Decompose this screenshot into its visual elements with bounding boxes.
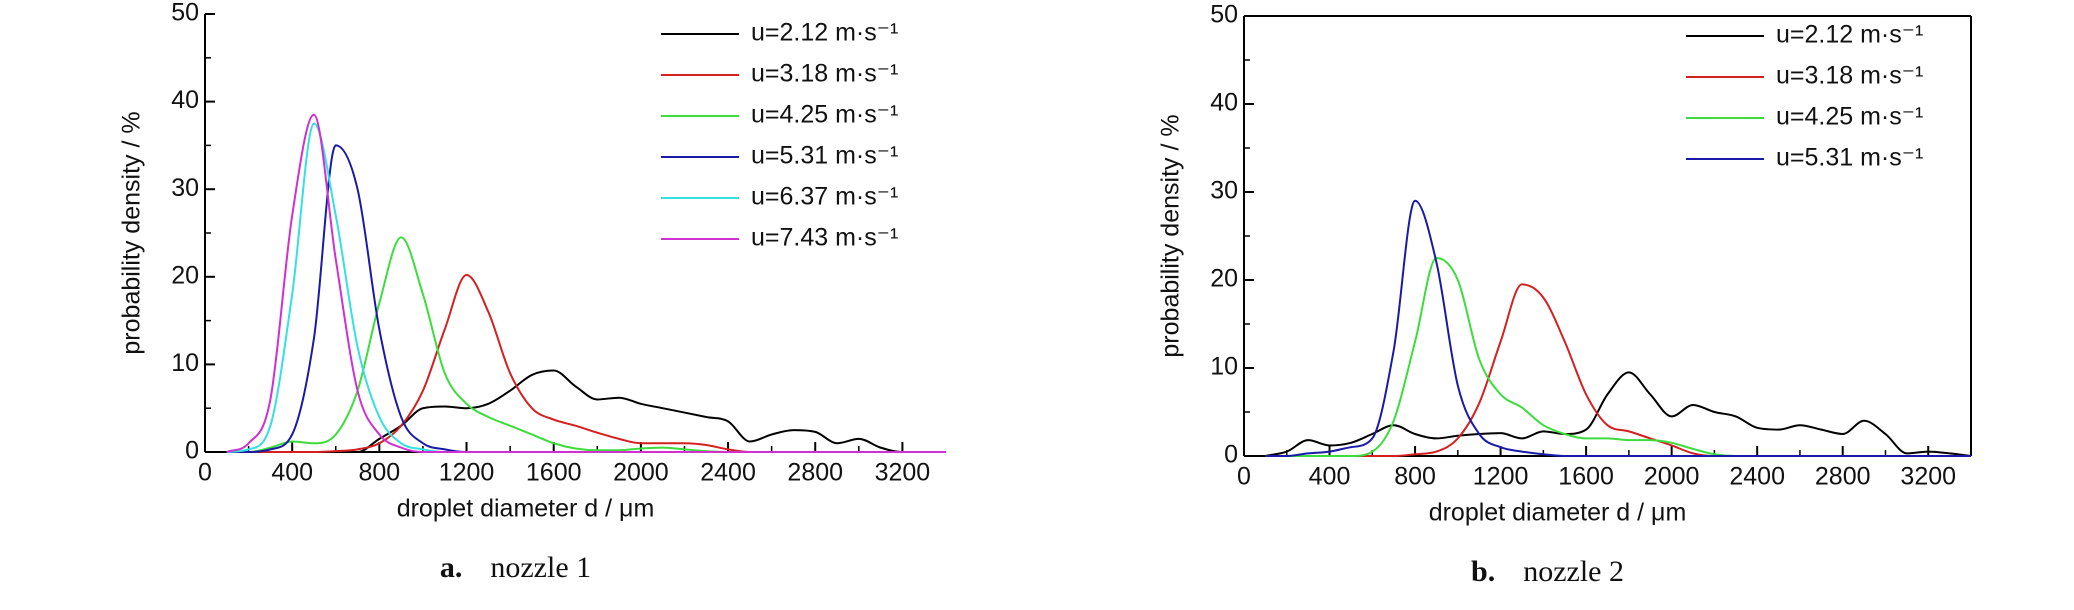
y-tick-label: 50 bbox=[171, 0, 199, 27]
y-tick-label: 40 bbox=[171, 86, 199, 114]
legend-label: u=2.12 m·s⁻¹ bbox=[1776, 21, 1923, 49]
x-tick-label: 3200 bbox=[1900, 463, 1956, 491]
y-axis-label: probability density / % bbox=[1157, 114, 1185, 357]
chart: 0 10 20 30 40 50 0 400 800 1200 1600 2000 2400 2800 32… bbox=[118, 0, 946, 584]
y-tick-label: 20 bbox=[171, 261, 199, 289]
x-tick-label: 2400 bbox=[700, 459, 756, 487]
legend-label: u=5.31 m·s⁻¹ bbox=[751, 142, 898, 170]
y-tick-label: 40 bbox=[1210, 89, 1238, 117]
x-tick-label: 1200 bbox=[1473, 463, 1529, 491]
legend-label: u=5.31 m·s⁻¹ bbox=[1776, 144, 1923, 172]
legend-label: u=4.25 m·s⁻¹ bbox=[1776, 103, 1923, 131]
caption: b. nozzle 2 bbox=[1471, 555, 1624, 588]
x-tick-label: 800 bbox=[1394, 463, 1436, 491]
series-line bbox=[226, 236, 946, 453]
caption-text: nozzle 1 bbox=[490, 551, 591, 584]
caption: a. nozzle 1 bbox=[440, 551, 591, 584]
x-tick-label: 2000 bbox=[613, 459, 669, 487]
series-line bbox=[1265, 256, 1971, 457]
x-tick-label: 1600 bbox=[526, 459, 582, 487]
y-tick-label: 0 bbox=[185, 437, 199, 465]
x-tick-label: 3200 bbox=[875, 459, 931, 487]
x-tick-label: 400 bbox=[1309, 463, 1351, 491]
y-tick-label: 30 bbox=[171, 174, 199, 202]
caption-label: b. bbox=[1471, 555, 1495, 588]
x-tick-label: 2800 bbox=[787, 459, 843, 487]
x-tick-label: 400 bbox=[271, 459, 313, 487]
x-tick-label: 0 bbox=[198, 459, 212, 487]
x-tick-label: 2400 bbox=[1729, 463, 1785, 491]
series-line bbox=[226, 122, 946, 453]
caption-text: nozzle 2 bbox=[1523, 555, 1624, 588]
series-line bbox=[226, 369, 946, 453]
legend-label: u=3.18 m·s⁻¹ bbox=[751, 60, 898, 88]
chart: 0 10 20 30 40 50 0 400 800 1200 1600 2000 2400 2800 32… bbox=[1157, 1, 1972, 588]
legend-label: u=6.37 m·s⁻¹ bbox=[751, 183, 898, 211]
y-tick-label: 20 bbox=[1210, 265, 1238, 293]
x-tick-label: 2000 bbox=[1644, 463, 1700, 491]
caption-label: a. bbox=[440, 551, 463, 584]
y-tick-label: 10 bbox=[171, 349, 199, 377]
y-tick-label: 10 bbox=[1210, 353, 1238, 381]
x-tick-label: 2800 bbox=[1815, 463, 1871, 491]
series-line bbox=[1265, 199, 1971, 457]
y-tick-label: 50 bbox=[1210, 1, 1238, 29]
y-tick-label: 0 bbox=[1224, 441, 1238, 469]
x-tick-label: 800 bbox=[358, 459, 400, 487]
x-axis-label: droplet diameter d / μm bbox=[397, 495, 655, 523]
legend-label: u=7.43 m·s⁻¹ bbox=[751, 224, 898, 252]
x-tick-label: 1200 bbox=[439, 459, 495, 487]
legend-label: u=3.18 m·s⁻¹ bbox=[1776, 62, 1923, 90]
y-axis-label: probability density / % bbox=[118, 111, 146, 354]
legend-label: u=4.25 m·s⁻¹ bbox=[751, 101, 898, 129]
legend-label: u=2.12 m·s⁻¹ bbox=[751, 19, 898, 47]
x-tick-label: 1600 bbox=[1558, 463, 1614, 491]
x-tick-label: 0 bbox=[1237, 463, 1251, 491]
x-axis-label: droplet diameter d / μm bbox=[1429, 499, 1687, 527]
series-line bbox=[1265, 283, 1971, 457]
y-tick-label: 30 bbox=[1210, 177, 1238, 205]
series-line bbox=[226, 274, 946, 453]
series-line bbox=[1265, 371, 1972, 457]
series-line bbox=[226, 113, 946, 453]
